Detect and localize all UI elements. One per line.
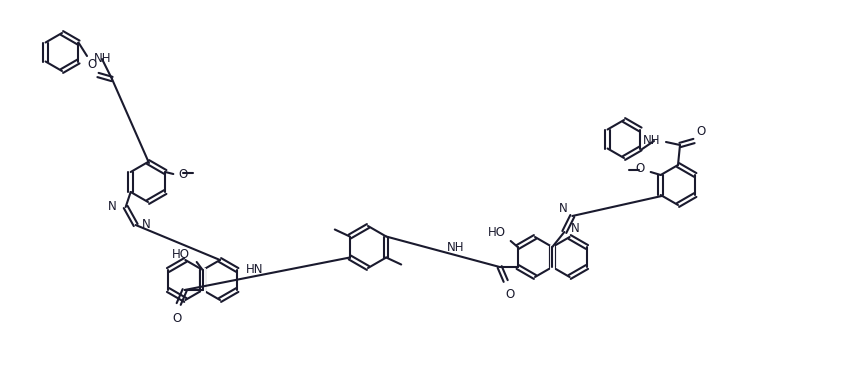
Text: NH: NH <box>94 51 112 65</box>
Text: O: O <box>178 168 188 180</box>
Text: O: O <box>696 125 706 138</box>
Text: NH: NH <box>643 134 660 147</box>
Text: HO: HO <box>171 248 190 262</box>
Text: N: N <box>559 202 567 216</box>
Text: N: N <box>108 200 117 214</box>
Text: NH: NH <box>447 241 464 254</box>
Text: HO: HO <box>488 226 506 240</box>
Text: O: O <box>172 312 181 325</box>
Text: O: O <box>87 58 97 71</box>
Text: O: O <box>505 288 514 301</box>
Text: HN: HN <box>246 263 263 276</box>
Text: N: N <box>572 223 580 236</box>
Text: O: O <box>636 163 644 175</box>
Text: N: N <box>142 219 151 231</box>
